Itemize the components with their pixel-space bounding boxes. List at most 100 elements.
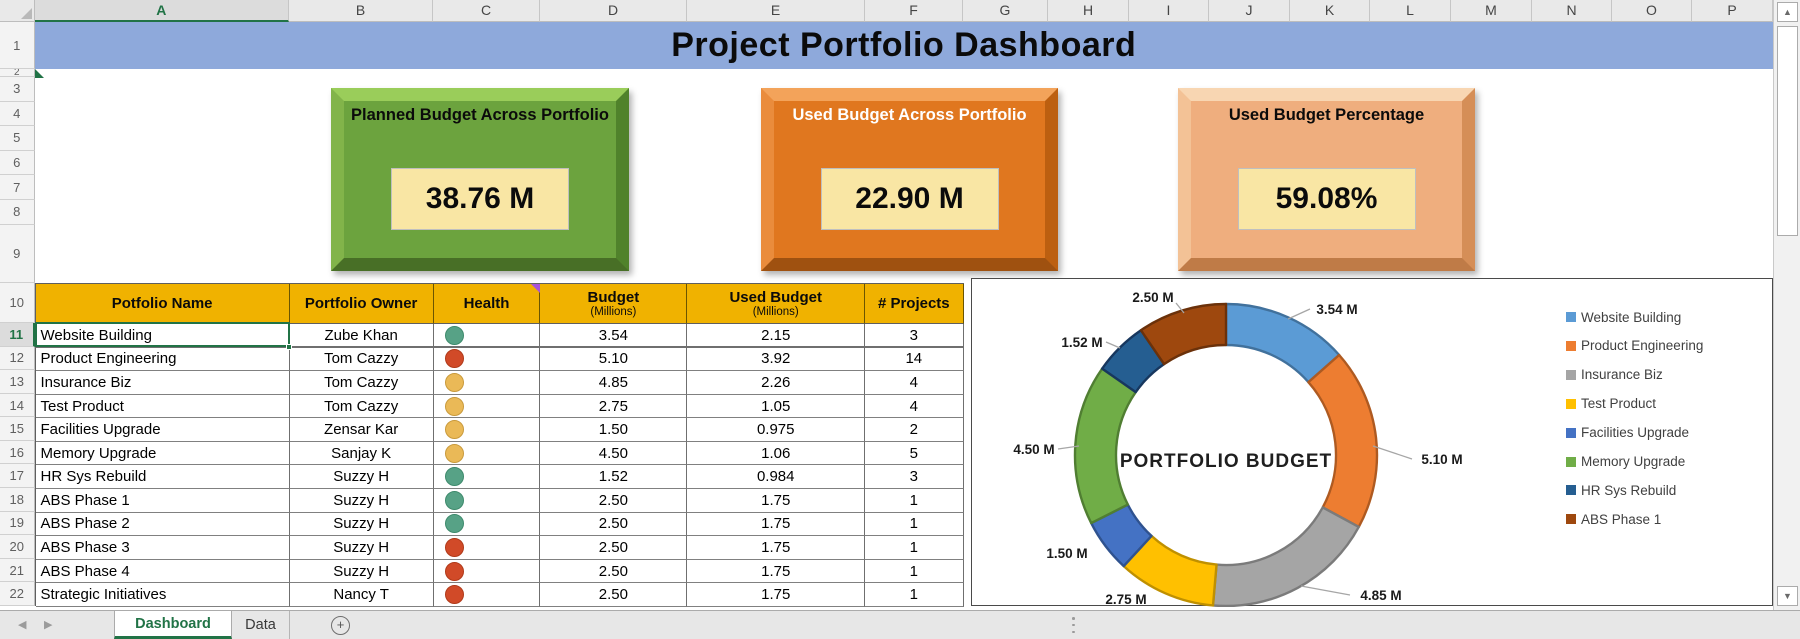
cell-portfolio-owner[interactable]: Suzzy H (289, 489, 434, 513)
tab-scroll-right-icon[interactable]: ▶ (44, 619, 53, 631)
row-header-19[interactable]: 19 (0, 511, 35, 536)
cell-projects[interactable]: 3 (865, 465, 964, 490)
cell-budget[interactable]: 2.50 (540, 559, 688, 584)
cell-projects[interactable]: 4 (865, 371, 964, 395)
cell-portfolio-name[interactable]: Memory Upgrade (35, 441, 290, 466)
header-portfolio-name[interactable]: Potfolio Name (35, 284, 290, 324)
row-header-8[interactable]: 8 (0, 200, 35, 225)
cell-budget[interactable]: 2.50 (540, 583, 688, 607)
cell-budget[interactable]: 3.54 (540, 324, 688, 348)
tab-splitter-icon[interactable] (1072, 617, 1075, 633)
cell-budget[interactable]: 1.50 (540, 418, 688, 442)
column-header-C[interactable]: C (433, 0, 540, 22)
title-banner[interactable]: Project Portfolio Dashboard (34, 22, 1773, 69)
donut-slice-5[interactable] (1073, 367, 1137, 525)
tab-data[interactable]: Data (232, 611, 290, 639)
select-all-button[interactable] (0, 0, 35, 22)
cell-portfolio-owner[interactable]: Nancy T (289, 583, 434, 607)
cell-health[interactable] (433, 418, 541, 442)
column-header-E[interactable]: E (687, 0, 865, 22)
donut-slice-2[interactable] (1211, 506, 1360, 607)
row-header-14[interactable]: 14 (0, 393, 35, 418)
cell-health[interactable] (433, 347, 541, 372)
cell-used-budget[interactable]: 1.75 (687, 536, 866, 560)
column-header-O[interactable]: O (1612, 0, 1692, 22)
cell-used-budget[interactable]: 2.15 (687, 324, 866, 348)
column-header-A[interactable]: A (34, 0, 289, 22)
cell-budget[interactable]: 4.85 (540, 371, 688, 395)
cell-used-budget[interactable]: 1.75 (687, 489, 866, 513)
cell-health[interactable] (433, 536, 541, 560)
vertical-scrollbar[interactable]: ▲ ▼ (1773, 0, 1800, 610)
cell-portfolio-owner[interactable]: Suzzy H (289, 536, 434, 560)
cell-used-budget[interactable]: 1.05 (687, 394, 866, 419)
kpi-card-2[interactable]: Used Budget Percentage 59.08% (1178, 88, 1475, 271)
cell-budget[interactable]: 2.75 (540, 394, 688, 419)
donut-slice-1[interactable] (1307, 353, 1379, 529)
cell-projects[interactable]: 14 (865, 347, 964, 372)
cell-used-budget[interactable]: 2.26 (687, 371, 866, 395)
column-header-K[interactable]: K (1290, 0, 1370, 22)
row-header-22[interactable]: 22 (0, 582, 35, 606)
header-projects[interactable]: # Projects (865, 284, 964, 324)
header-health[interactable]: Health (433, 284, 541, 324)
row-header-18[interactable]: 18 (0, 488, 35, 512)
row-header-21[interactable]: 21 (0, 558, 35, 583)
scroll-up-icon[interactable]: ▲ (1777, 2, 1798, 22)
cell-projects[interactable]: 4 (865, 394, 964, 419)
add-sheet-button[interactable]: + (331, 616, 350, 635)
row-header-6[interactable]: 6 (0, 150, 35, 176)
cell-health[interactable] (433, 512, 541, 537)
legend-item[interactable]: ABS Phase 1 (1566, 511, 1661, 527)
legend-item[interactable]: Facilities Upgrade (1566, 425, 1689, 441)
cell-used-budget[interactable]: 1.75 (687, 583, 866, 607)
row-header-9[interactable]: 9 (0, 224, 35, 283)
column-header-L[interactable]: L (1370, 0, 1451, 22)
vertical-scroll-thumb[interactable] (1777, 26, 1798, 236)
legend-item[interactable]: Test Product (1566, 396, 1656, 412)
cell-health[interactable] (433, 465, 541, 490)
cell-health[interactable] (433, 394, 541, 419)
tab-scroll-left-icon[interactable]: ◀ (18, 619, 27, 631)
cell-portfolio-owner[interactable]: Suzzy H (289, 512, 434, 537)
column-header-B[interactable]: B (289, 0, 433, 22)
tab-dashboard[interactable]: Dashboard (114, 611, 232, 639)
row-header-16[interactable]: 16 (0, 440, 35, 465)
cell-portfolio-name[interactable]: HR Sys Rebuild (35, 465, 290, 490)
donut-slice-7[interactable] (1139, 302, 1228, 366)
fill-handle[interactable] (286, 344, 292, 350)
cell-portfolio-owner[interactable]: Zensar Kar (289, 418, 434, 442)
scroll-down-icon[interactable]: ▼ (1777, 586, 1798, 606)
row-header-11[interactable]: 11 (0, 323, 35, 347)
column-header-I[interactable]: I (1129, 0, 1209, 22)
cell-projects[interactable]: 1 (865, 489, 964, 513)
row-header-5[interactable]: 5 (0, 126, 35, 151)
kpi-card-0[interactable]: Planned Budget Across Portfolio 38.76 M (331, 88, 629, 271)
row-header-1[interactable]: 1 (0, 22, 35, 69)
column-header-D[interactable]: D (540, 0, 687, 22)
cell-portfolio-owner[interactable]: Zube Khan (289, 324, 434, 348)
cell-health[interactable] (433, 583, 541, 607)
cell-health[interactable] (433, 559, 541, 584)
cell-budget[interactable]: 2.50 (540, 489, 688, 513)
cell-portfolio-owner[interactable]: Tom Cazzy (289, 394, 434, 419)
column-header-J[interactable]: J (1209, 0, 1290, 22)
kpi-card-1[interactable]: Used Budget Across Portfolio 22.90 M (761, 88, 1058, 271)
column-header-H[interactable]: H (1048, 0, 1129, 22)
cell-portfolio-name[interactable]: Insurance Biz (35, 371, 290, 395)
cell-budget[interactable]: 1.52 (540, 465, 688, 490)
cell-portfolio-owner[interactable]: Sanjay K (289, 441, 434, 466)
cell-projects[interactable]: 2 (865, 418, 964, 442)
cell-budget[interactable]: 5.10 (540, 347, 688, 372)
row-header-7[interactable]: 7 (0, 175, 35, 200)
legend-item[interactable]: Memory Upgrade (1566, 454, 1685, 470)
cell-portfolio-name[interactable]: ABS Phase 3 (35, 536, 290, 560)
header-portfolio-owner[interactable]: Portfolio Owner (289, 284, 434, 324)
cell-health[interactable] (433, 324, 541, 348)
cell-portfolio-name[interactable]: Facilities Upgrade (35, 418, 290, 442)
cell-budget[interactable]: 2.50 (540, 512, 688, 537)
row-header-13[interactable]: 13 (0, 370, 35, 394)
cell-portfolio-owner[interactable]: Tom Cazzy (289, 347, 434, 372)
column-header-G[interactable]: G (963, 0, 1048, 22)
row-header-4[interactable]: 4 (0, 101, 35, 127)
